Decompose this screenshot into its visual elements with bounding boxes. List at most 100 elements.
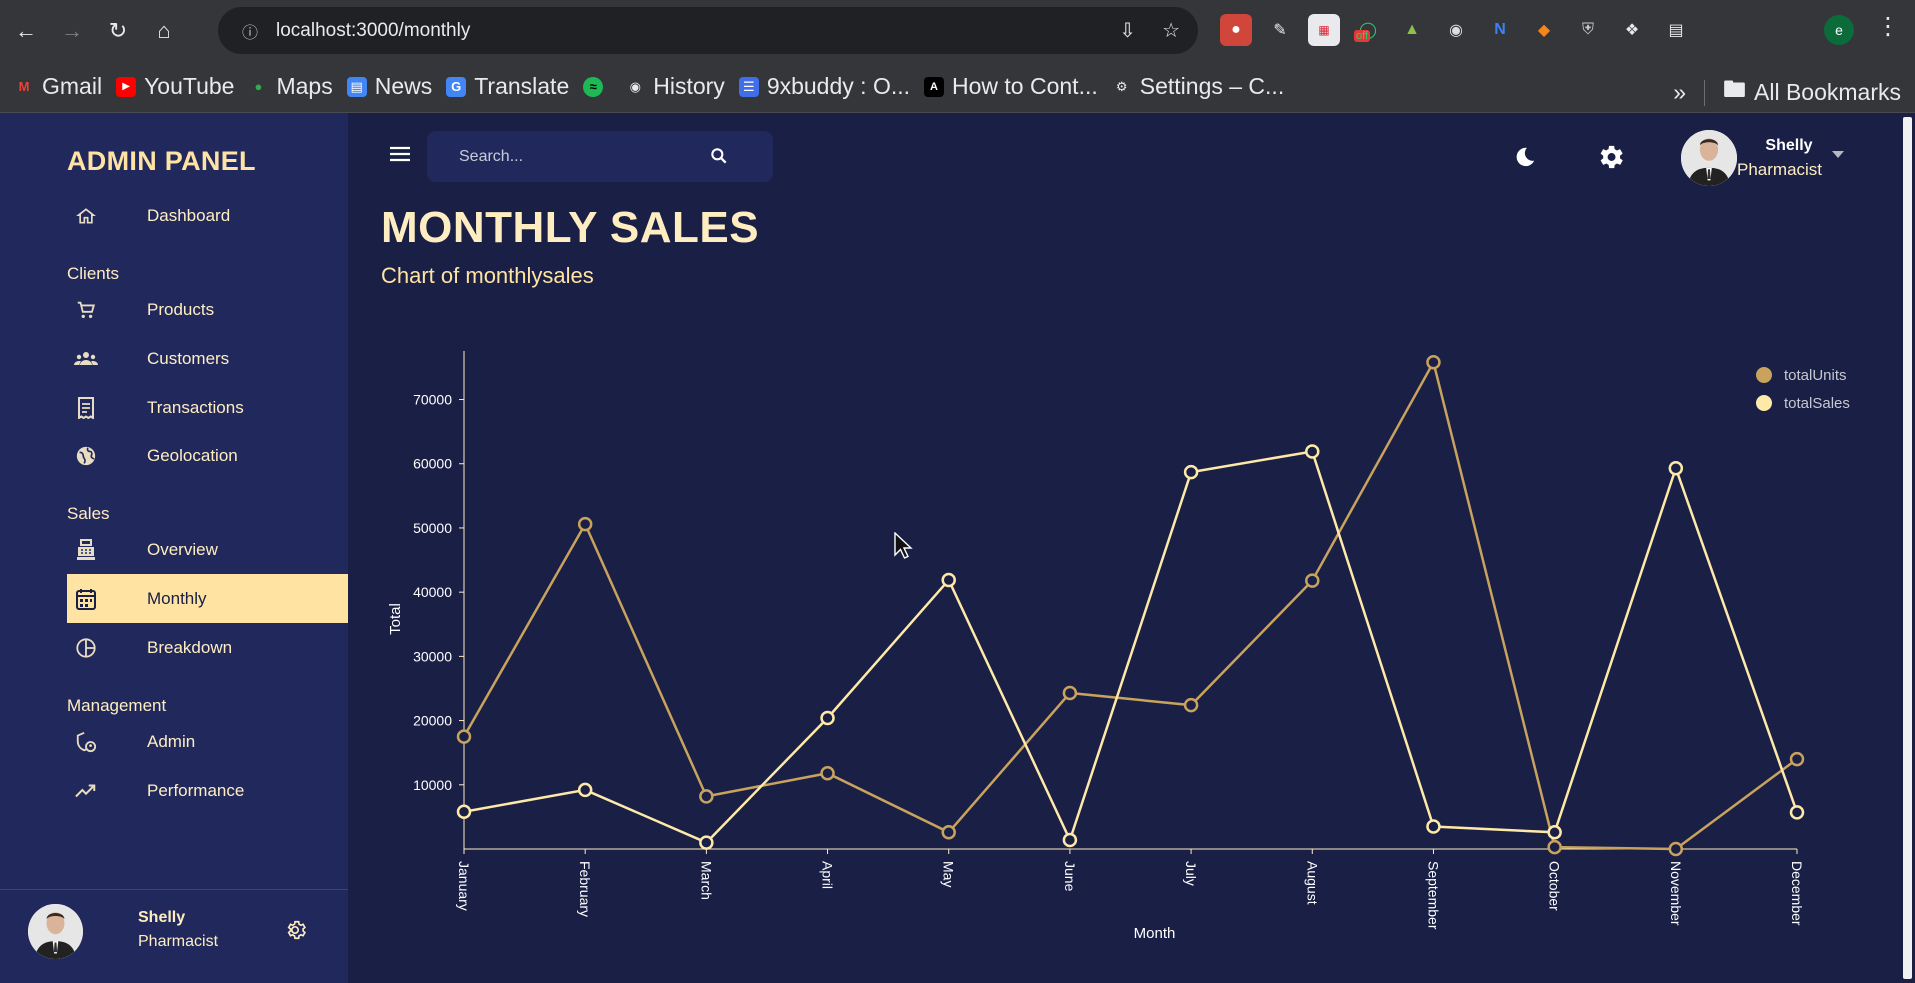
more-bookmarks-icon[interactable]: » <box>1673 79 1687 105</box>
data-point <box>1789 751 1805 767</box>
settings-icon[interactable] <box>284 919 306 946</box>
sidebar-item-admin[interactable]: Admin <box>67 717 348 766</box>
search-icon[interactable] <box>709 146 729 171</box>
sidebar: ADMIN PANEL Dashboard Clients Products C… <box>0 113 348 983</box>
admin-icon <box>71 731 101 753</box>
user-role[interactable]: Pharmacist <box>1737 160 1823 179</box>
bookmark-9xbuddy[interactable]: ☰ 9xbuddy : O... <box>738 73 910 100</box>
bookmark-translate[interactable]: G Translate <box>446 73 569 100</box>
sidebar-item-label: Performance <box>147 780 245 800</box>
bookmark-label: YouTube <box>144 73 235 99</box>
x-tick-label: July <box>1183 861 1199 886</box>
site-icon: A <box>924 76 945 97</box>
settings-bookmark-icon: ⚙ <box>1115 78 1128 94</box>
bookmark-gmail[interactable]: M Gmail <box>14 73 102 100</box>
owl-extension-icon[interactable]: ◉ <box>1449 22 1463 39</box>
data-point <box>1547 825 1562 840</box>
brand-title: ADMIN PANEL <box>67 146 256 176</box>
cart-icon <box>71 299 101 321</box>
data-point <box>699 789 714 804</box>
sidebar-item-label: Monthly <box>147 588 207 608</box>
data-point <box>1183 464 1199 480</box>
home-icon <box>71 206 101 226</box>
all-bookmarks[interactable]: All Bookmarks <box>1754 79 1901 105</box>
bookmark-label: Maps <box>276 73 333 99</box>
site-info-icon[interactable]: ⓘ <box>241 24 258 42</box>
sidebar-item-customers[interactable]: Customers <box>67 334 348 383</box>
bookmark-settings[interactable]: ⚙ Settings – C... <box>1112 73 1284 100</box>
extension-icon[interactable]: ▦ <box>1308 14 1340 46</box>
divider <box>1704 79 1706 106</box>
y-tick-label: 10000 <box>413 777 452 793</box>
sidebar-item-dashboard[interactable]: Dashboard <box>67 191 348 240</box>
sidebar-item-label: Breakdown <box>147 637 233 657</box>
section-management: Management <box>67 696 167 715</box>
sidebar-item-transactions[interactable]: Transactions <box>67 383 348 432</box>
bookmark-spotify[interactable]: ≈ <box>583 76 611 97</box>
maps-icon: ● <box>254 79 263 94</box>
sidebar-item-label: Admin <box>147 731 196 751</box>
bookmark-maps[interactable]: ● Maps <box>248 73 333 100</box>
bookmark-star-icon[interactable]: ☆ <box>1162 20 1180 42</box>
profile-avatar[interactable]: e <box>1824 15 1854 45</box>
menu-icon[interactable] <box>390 146 410 167</box>
reading-list-icon[interactable]: ▤ <box>1668 22 1684 39</box>
chevron-down-icon[interactable] <box>1832 151 1844 158</box>
bookmark-label: History <box>653 73 725 99</box>
data-point <box>456 729 472 744</box>
coupon-extension-icon[interactable]: ◯off <box>1352 14 1384 46</box>
back-icon[interactable]: ← <box>15 17 37 43</box>
browser-menu-icon[interactable]: ⋮ <box>1876 13 1900 40</box>
bookmark-history[interactable]: ◉ History <box>625 73 725 100</box>
data-point <box>1547 839 1562 855</box>
calendar-icon <box>71 588 101 610</box>
scrollbar[interactable] <box>1900 113 1915 983</box>
dark-mode-icon[interactable] <box>1514 146 1536 173</box>
sidebar-item-products[interactable]: Products <box>67 285 348 334</box>
home-browser-icon[interactable]: ⌂ <box>157 17 171 43</box>
avatar <box>28 904 83 959</box>
sidebar-item-overview[interactable]: Overview <box>67 525 348 574</box>
bookmark-label: How to Cont... <box>952 73 1098 99</box>
extension-icon[interactable]: ● <box>1220 14 1252 46</box>
url-text[interactable]: localhost:3000/monthly <box>276 19 471 41</box>
news-icon: ▤ <box>346 76 367 97</box>
user-avatar[interactable] <box>1681 130 1737 186</box>
sidebar-item-monthly[interactable]: Monthly <box>67 574 348 623</box>
user-name[interactable]: Shelly <box>1765 137 1813 154</box>
sidebar-item-performance[interactable]: Performance <box>67 766 348 815</box>
data-point <box>577 516 593 532</box>
address-bar[interactable]: ⓘ localhost:3000/monthly ⇩ ☆ <box>218 7 1198 54</box>
section-clients: Clients <box>67 264 119 283</box>
settings-icon[interactable] <box>1595 143 1623 176</box>
install-app-icon[interactable]: ⇩ <box>1119 20 1137 42</box>
forward-icon[interactable]: → <box>61 17 83 43</box>
point-of-sale-icon <box>71 538 101 561</box>
puzzle-extensions-icon[interactable]: ❖ <box>1624 22 1640 39</box>
y-tick-label: 50000 <box>413 520 452 536</box>
pie-chart-icon <box>71 637 101 659</box>
youtube-icon: ▶ <box>116 76 137 97</box>
sidebar-item-label: Overview <box>147 539 218 559</box>
sidebar-item-geolocation[interactable]: Geolocation <box>67 431 348 480</box>
x-tick-label: March <box>698 861 714 900</box>
eyedropper-icon[interactable]: ✎ <box>1273 22 1287 39</box>
notion-extension-icon[interactable]: N <box>1494 21 1506 38</box>
folder-icon: 🖿 <box>1723 76 1747 102</box>
data-point <box>941 572 956 588</box>
mouse-cursor-icon <box>894 532 913 559</box>
search-input[interactable] <box>441 131 701 182</box>
bookmark-youtube[interactable]: ▶ YouTube <box>116 73 234 100</box>
shield-extension-icon[interactable]: ⛨ <box>1581 21 1594 38</box>
reload-icon[interactable]: ↻ <box>108 17 128 43</box>
page-subtitle: Chart of monthlysales <box>381 263 594 288</box>
bookmark-news[interactable]: ▤ News <box>346 73 432 100</box>
receipt-icon <box>71 396 101 419</box>
footer-user-role: Pharmacist <box>138 933 219 950</box>
scrollbar-thumb[interactable] <box>1903 117 1912 979</box>
chart-extension-icon[interactable]: ▲ <box>1404 21 1420 38</box>
bookmark-how-to[interactable]: A How to Cont... <box>924 73 1098 100</box>
sidebar-item-label: Geolocation <box>147 445 238 465</box>
sidebar-item-breakdown[interactable]: Breakdown <box>67 623 348 672</box>
metamask-icon[interactable]: ◆ <box>1537 22 1551 39</box>
